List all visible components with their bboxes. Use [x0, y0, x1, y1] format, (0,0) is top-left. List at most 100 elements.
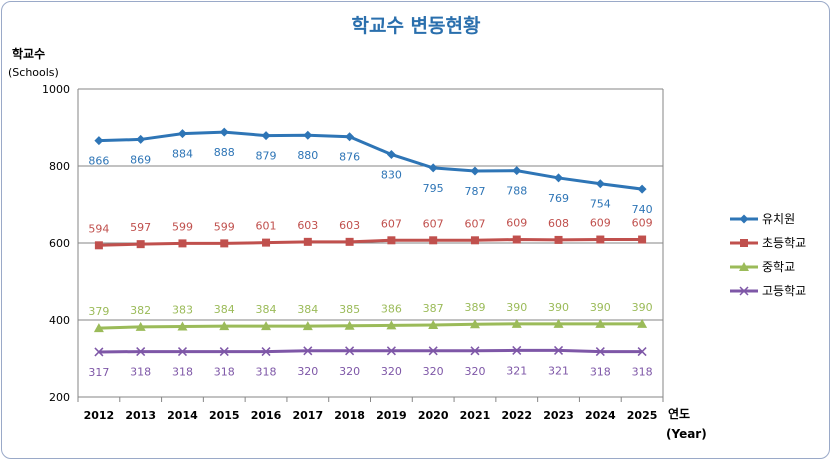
series-3-point [469, 319, 480, 329]
series-2-point [470, 236, 479, 245]
series-4-legend-label: 고등학교 [762, 284, 806, 298]
series-4-point [554, 345, 564, 355]
series-3-point [386, 320, 397, 330]
x-tick-label: 2012 [84, 409, 115, 422]
series-2-data-label: 607 [381, 217, 402, 230]
series-2-legend-marker [740, 239, 748, 247]
x-tick-label: 2013 [125, 409, 156, 422]
x-tick-label: 2022 [501, 409, 532, 422]
series-2-point [262, 238, 271, 247]
series-3-data-label: 384 [214, 303, 235, 316]
series-4-data-label: 318 [214, 366, 235, 379]
x-axis-sublabel: (Year) [666, 427, 707, 441]
series-1-point [554, 173, 564, 183]
x-tick-label: 2025 [627, 409, 658, 422]
series-4-point [386, 346, 396, 356]
series-1-point [177, 129, 187, 139]
series-2-point [429, 236, 438, 245]
series-1-point [94, 136, 104, 146]
series-2-data-label: 599 [172, 220, 193, 233]
series-2-data-label: 607 [423, 217, 444, 230]
series-2-legend-label: 초등학교 [762, 236, 806, 250]
x-tick-label: 2018 [334, 409, 365, 422]
series-4-data-label: 320 [339, 365, 360, 378]
series-1-data-label: 769 [548, 192, 569, 205]
series-4-data-label: 318 [256, 366, 277, 379]
series-4-data-label: 320 [423, 365, 444, 378]
series-1-data-label: 740 [632, 203, 653, 216]
plot-area: 200 400 600 800 1000 2012 2013 2014 2015 2016 2017… [42, 83, 664, 422]
series-2-point [220, 239, 229, 248]
series-2-data-label: 609 [506, 217, 527, 230]
series-1-data-label: 876 [339, 151, 360, 164]
series-2-data-label: 597 [130, 221, 151, 234]
y-tick-label: 800 [49, 160, 70, 173]
series-2-point [554, 235, 563, 244]
series-1-point [386, 149, 396, 159]
series-1-data-label: 880 [297, 149, 318, 162]
series-4-data-label: 318 [590, 366, 611, 379]
x-tick-label: 2020 [418, 409, 449, 422]
series-2-data-label: 609 [590, 217, 611, 230]
series-1-line [98, 130, 643, 191]
series-4-point [637, 347, 647, 357]
series-2-point [303, 237, 312, 246]
series-2-data-label: 601 [256, 220, 277, 233]
series-3-data-label: 390 [590, 301, 611, 314]
series-1-point [637, 184, 647, 194]
series-4-line [98, 348, 643, 354]
series-2-point [345, 237, 354, 246]
series-3-data-label: 379 [88, 305, 109, 318]
series-2-line [98, 238, 643, 247]
series-4-data-label: 321 [506, 364, 527, 377]
chart-title: 학교수 변동현황 [352, 14, 481, 37]
series-4-data-label: 317 [88, 366, 109, 379]
series-1-data-label: 787 [464, 185, 485, 198]
series-1-point [303, 130, 313, 140]
series-2-point [638, 235, 647, 244]
series-1-point [136, 134, 146, 144]
series-1-point [219, 127, 229, 137]
series-3-point [595, 318, 606, 328]
series-1-data-label: 830 [381, 168, 402, 181]
series-2-data-label: 609 [632, 217, 653, 230]
series-3-data-label: 390 [506, 301, 527, 314]
series-1-data-label: 879 [256, 150, 277, 163]
series-1-legend-marker [739, 214, 749, 224]
x-tick-label: 2017 [293, 409, 324, 422]
series-2-point [136, 240, 145, 249]
y-axis-label: 학교수 [12, 46, 45, 61]
series-2-data-label: 594 [88, 222, 109, 235]
series-4-point [219, 347, 229, 357]
x-tick-label: 2015 [209, 409, 240, 422]
series-3-point [93, 323, 104, 333]
y-tick-label: 400 [49, 314, 70, 327]
series-1-data-label: 884 [172, 148, 193, 161]
series-2-point [596, 235, 605, 244]
series-4-data-label: 318 [632, 366, 653, 379]
series-1-point [512, 166, 522, 176]
series-3-point [637, 318, 648, 328]
series-3-point [219, 321, 230, 331]
series-2-point [94, 241, 103, 250]
series-3-data-label: 389 [464, 301, 485, 314]
series-4-point [428, 346, 438, 356]
series-1-data-label: 869 [130, 153, 151, 166]
x-tick-label: 2024 [585, 409, 616, 422]
series-4-point [595, 347, 605, 357]
series-1-data-label: 754 [590, 198, 611, 211]
series-2-point [512, 235, 521, 244]
series-1-legend-label: 유치원 [762, 212, 795, 226]
series-3-point [302, 321, 313, 331]
series-3-point [261, 321, 272, 331]
series-2-data-label: 603 [339, 219, 360, 232]
series-3-data-label: 382 [130, 304, 151, 317]
series-4-point [512, 345, 522, 355]
series-2-point [178, 239, 187, 248]
series-3-data-label: 390 [548, 301, 569, 314]
y-tick-label: 200 [49, 391, 70, 404]
series-4-point [177, 347, 187, 357]
series-3-data-label: 383 [172, 304, 193, 317]
series-4-point [303, 346, 313, 356]
series-1-data-label: 795 [423, 182, 444, 195]
